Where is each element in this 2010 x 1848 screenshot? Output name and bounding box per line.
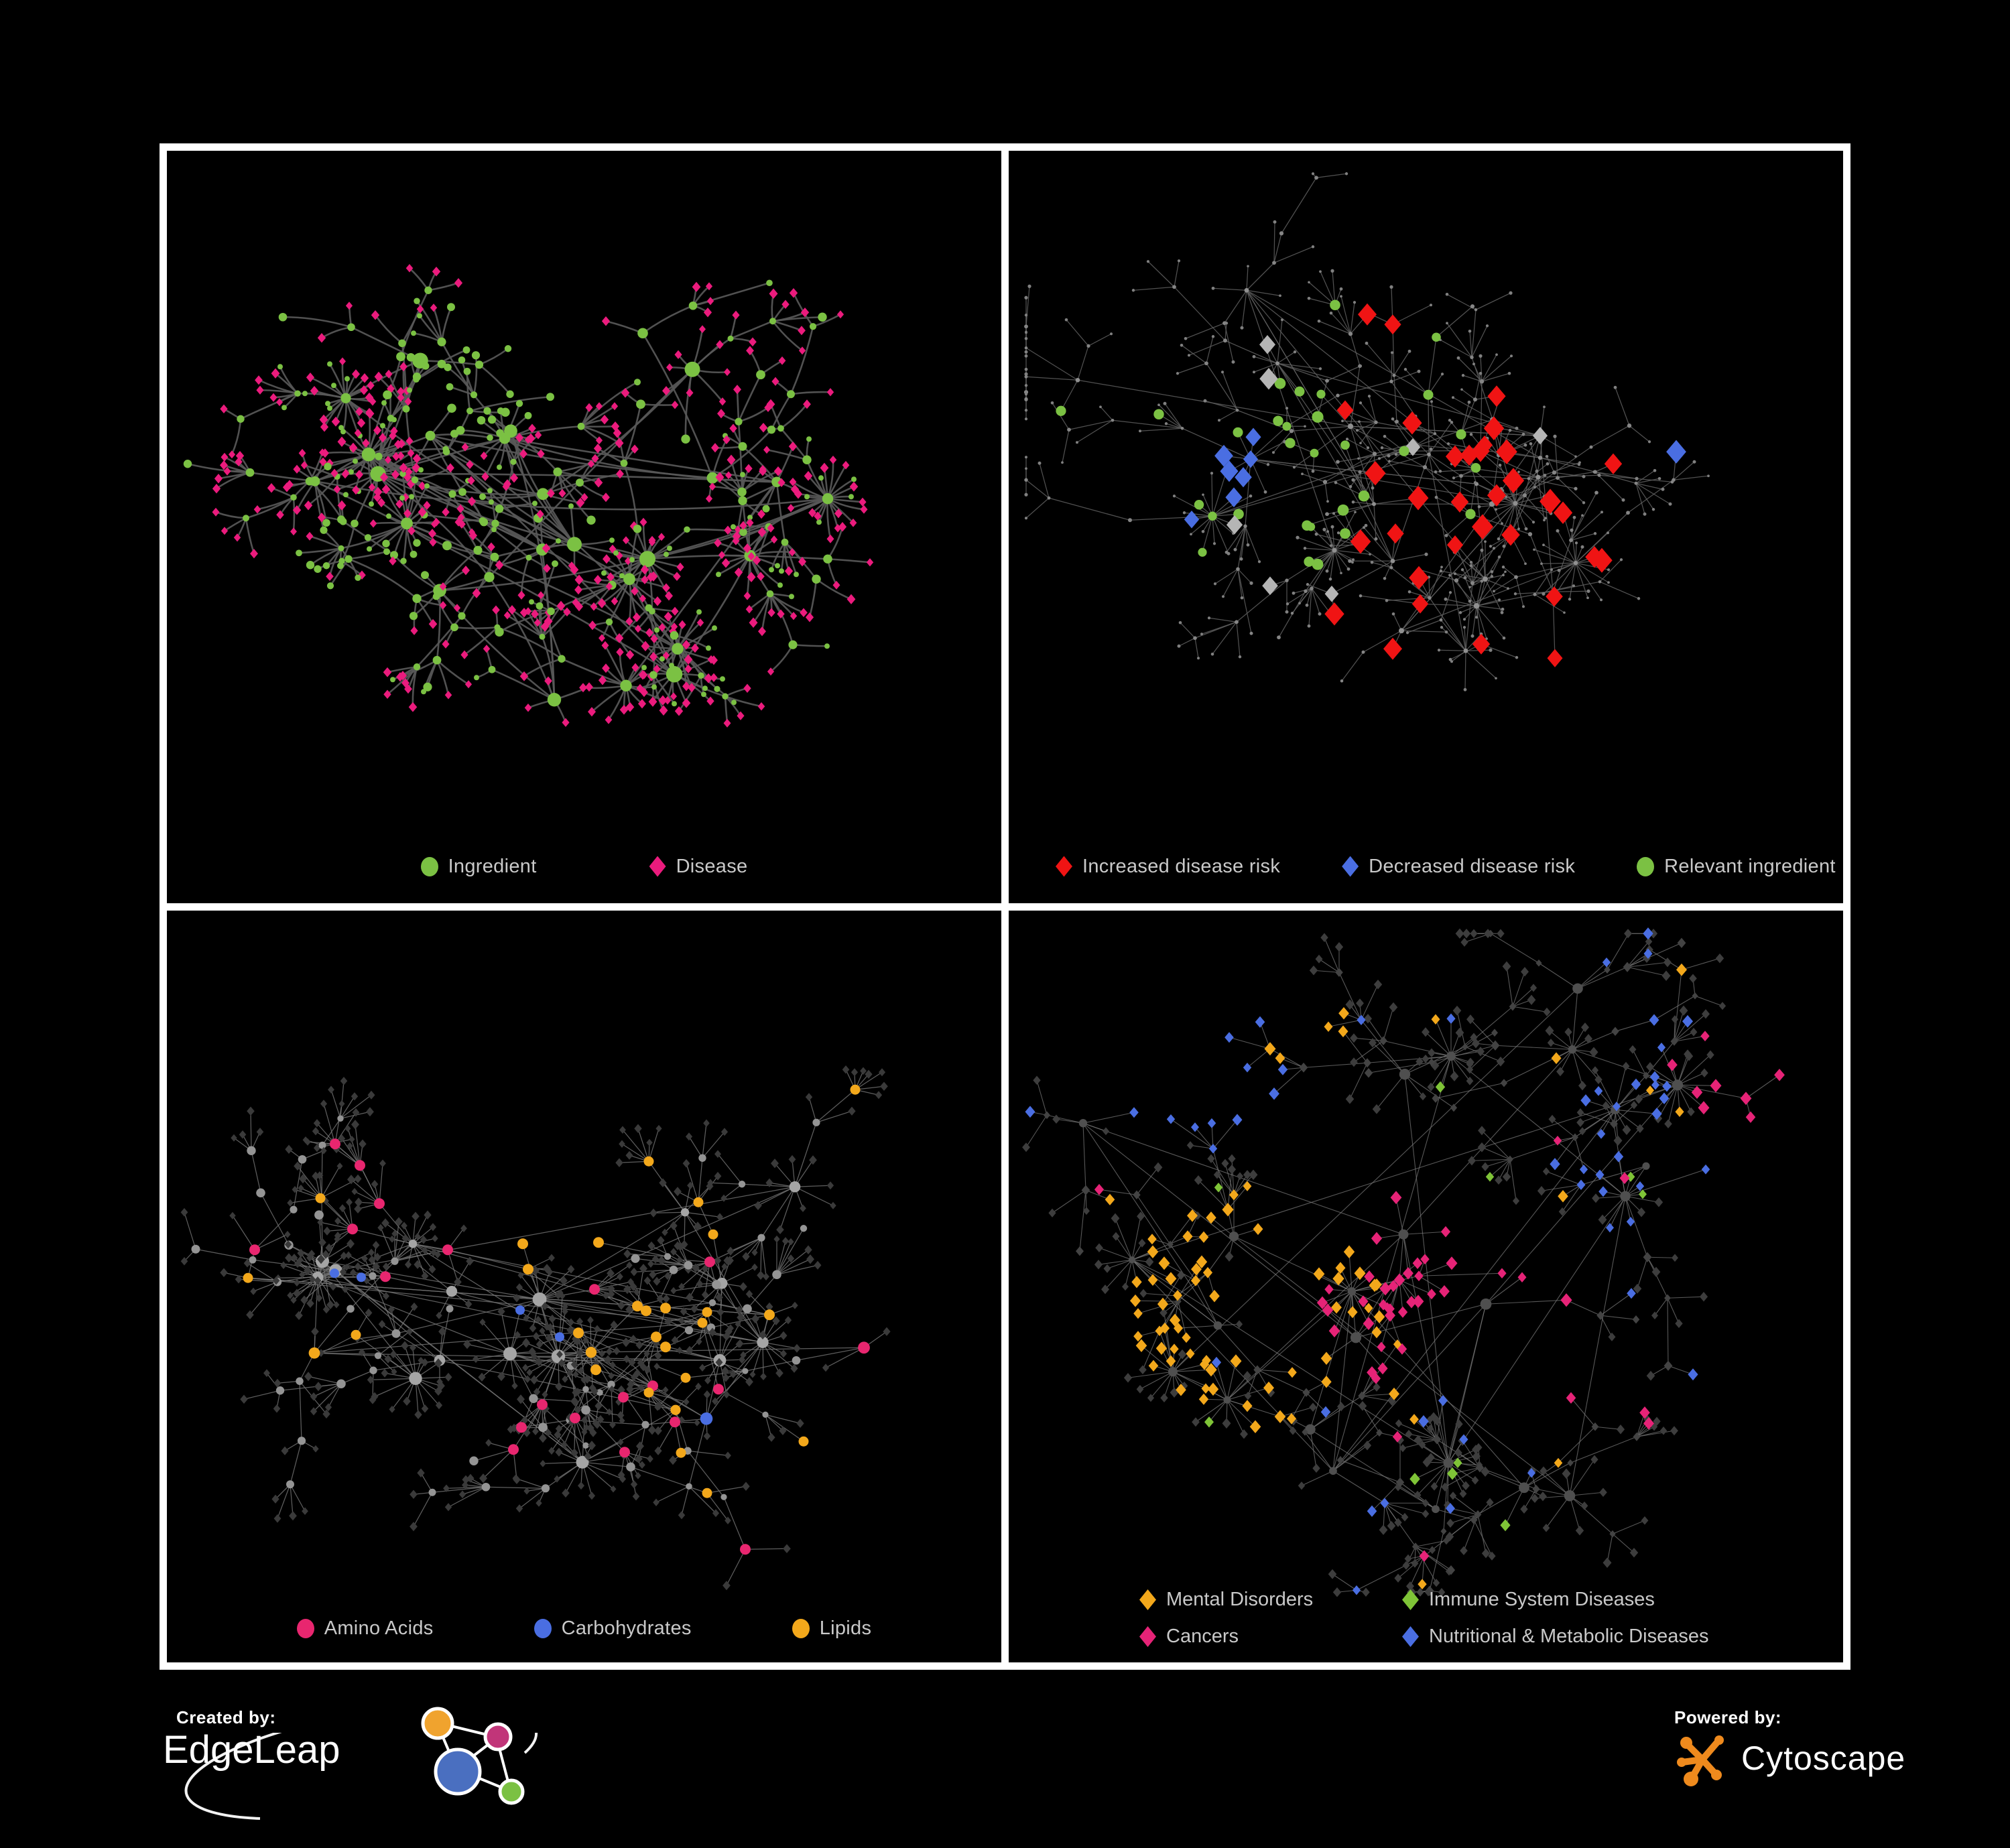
legend-marker-diamond [1402, 1589, 1419, 1610]
legend-label: Relevant ingredient [1664, 855, 1836, 877]
cytoscape-logo: Powered by: Cytoscape [1674, 1707, 1983, 1814]
network-graph-disease-categories [1022, 927, 1785, 1597]
legend-label: Increased disease risk [1082, 855, 1281, 877]
cytoscape-wordmark: Cytoscape [1741, 1739, 1906, 1777]
legend-macronutrients: Amino Acids Carbohydrates Lipids [167, 1618, 1001, 1640]
edgeleap-network-icon [421, 1707, 525, 1805]
created-by-label: Created by: [176, 1707, 276, 1727]
legend-item: Disease [649, 856, 748, 878]
legend-marker-circle [792, 1619, 810, 1638]
legend-label: Mental Disorders [1166, 1589, 1314, 1610]
legend-ingredient-disease: Ingredient Disease [167, 856, 1001, 878]
edgeleap-logo: Created by: EdgeLeap [163, 1707, 578, 1848]
legend-marker-diamond [1342, 856, 1359, 877]
legend-item: Amino Acids [296, 1618, 434, 1640]
legend-marker-diamond [1056, 856, 1072, 877]
legend-label: Cancers [1166, 1626, 1239, 1647]
legend-marker-circle [533, 1619, 552, 1638]
edgeleap-node-orange [421, 1707, 454, 1740]
legend-item: Decreased disease risk [1342, 856, 1575, 878]
legend-marker-circle [420, 856, 438, 876]
legend-label: Lipids [819, 1618, 872, 1639]
powered-by-label: Powered by: [1674, 1707, 1782, 1727]
legend-marker-diamond [1402, 1626, 1419, 1647]
legend-disease-risk: Increased disease risk Decreased disease … [1056, 856, 1843, 878]
legend-label: Disease [676, 855, 748, 877]
panel-ingredient-disease: Ingredient Disease [167, 151, 1001, 903]
edgeleap-node-green [498, 1778, 525, 1805]
panel-disease-categories: Mental Disorders Immune System Diseases Ca… [1009, 910, 1843, 1662]
legend-label: Carbohydrates [561, 1618, 692, 1639]
legend-item: Carbohydrates [533, 1618, 692, 1640]
legend-item: Immune System Diseases [1402, 1589, 1708, 1611]
panel-macronutrients: Amino Acids Carbohydrates Lipids [167, 910, 1001, 1662]
panel-disease-risk: Increased disease risk Decreased disease … [1009, 151, 1843, 903]
figure-grid: Ingredient Disease Increased disease risk… [160, 143, 1850, 1670]
network-graph-disease-risk [1023, 172, 1710, 691]
legend-label: Immune System Diseases [1429, 1589, 1655, 1610]
legend-item: Lipids [792, 1618, 872, 1640]
legend-item: Increased disease risk [1056, 856, 1280, 878]
cytoscape-network-icon [1677, 1735, 1724, 1786]
legend-item: Ingredient [420, 855, 537, 878]
legend-marker-circle [1637, 856, 1655, 876]
legend-label: Nutritional & Metabolic Diseases [1429, 1626, 1709, 1647]
legend-disease-categories: Mental Disorders Immune System Diseases Ca… [1139, 1589, 1708, 1648]
legend-marker-diamond [1139, 1589, 1156, 1610]
edgeleap-swoosh [184, 1733, 538, 1820]
edgeleap-node-magenta [483, 1722, 513, 1752]
legend-item: Cancers [1139, 1626, 1402, 1648]
legend-marker-circle [296, 1619, 314, 1638]
legend-label: Ingredient [448, 855, 537, 877]
edgeleap-wordmark: EdgeLeap [163, 1728, 340, 1772]
legend-label: Amino Acids [324, 1618, 434, 1639]
legend-item: Mental Disorders [1139, 1589, 1402, 1611]
network-graph-macronutrients [180, 1065, 891, 1590]
legend-marker-diamond [1139, 1626, 1156, 1647]
legend-label: Decreased disease risk [1369, 855, 1576, 877]
legend-marker-diamond [649, 856, 666, 877]
legend-item: Nutritional & Metabolic Diseases [1402, 1626, 1708, 1648]
network-graph-ingredient-disease [183, 263, 874, 728]
edgeleap-node-blue [434, 1747, 482, 1796]
legend-item: Relevant ingredient [1637, 856, 1836, 878]
